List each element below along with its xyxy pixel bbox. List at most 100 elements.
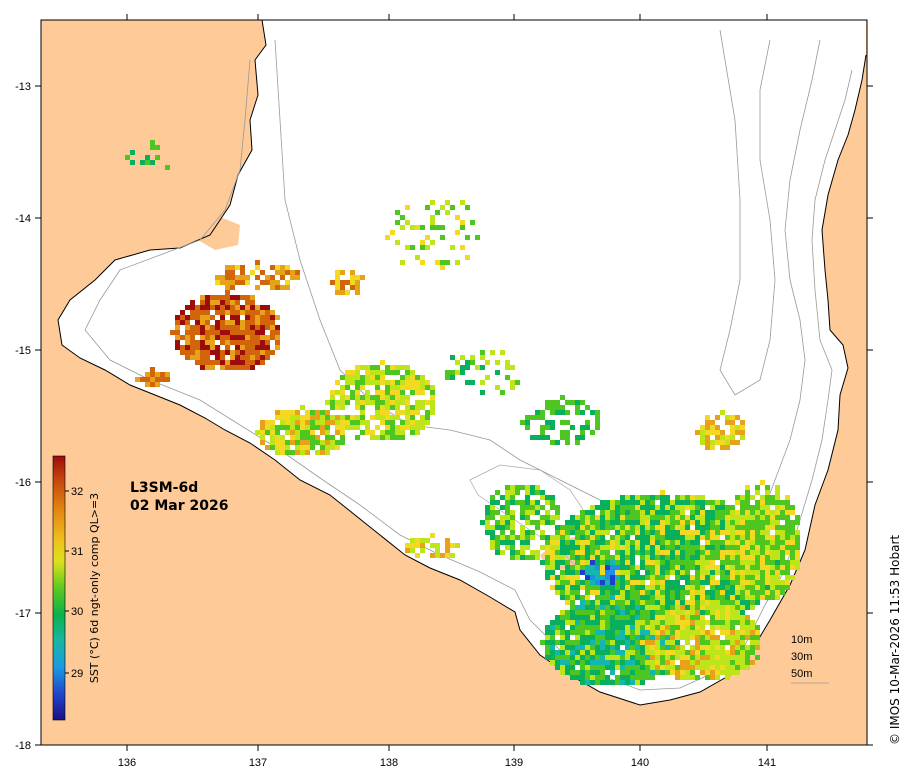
sst-pixel bbox=[585, 515, 590, 520]
sst-pixel bbox=[615, 680, 620, 685]
sst-pixel bbox=[365, 395, 370, 400]
sst-pixel bbox=[540, 435, 545, 440]
sst-pixel bbox=[625, 600, 630, 605]
sst-pixel bbox=[650, 575, 655, 580]
sst-pixel bbox=[685, 670, 690, 675]
sst-pixel bbox=[245, 350, 250, 355]
sst-pixel bbox=[595, 550, 600, 555]
land-west bbox=[41, 20, 867, 745]
sst-pixel bbox=[710, 565, 715, 570]
sst-pixel bbox=[730, 630, 735, 635]
sst-pixel bbox=[665, 535, 670, 540]
sst-pixel bbox=[390, 420, 395, 425]
sst-pixel bbox=[625, 605, 630, 610]
sst-pixel bbox=[620, 510, 625, 515]
sst-pixel bbox=[765, 550, 770, 555]
sst-pixel bbox=[360, 380, 365, 385]
sst-pixel bbox=[220, 355, 225, 360]
sst-pixel bbox=[640, 590, 645, 595]
sst-pixel bbox=[335, 275, 340, 280]
sst-pixel bbox=[715, 605, 720, 610]
sst-pixel bbox=[215, 275, 220, 280]
sst-pixel bbox=[620, 680, 625, 685]
sst-pixel bbox=[640, 625, 645, 630]
sst-pixel bbox=[410, 415, 415, 420]
sst-pixel bbox=[255, 265, 260, 270]
sst-pixel bbox=[275, 415, 280, 420]
sst-pixel bbox=[755, 570, 760, 575]
sst-pixel bbox=[580, 520, 585, 525]
sst-pixel bbox=[630, 570, 635, 575]
sst-pixel bbox=[655, 560, 660, 565]
sst-pixel bbox=[625, 565, 630, 570]
sst-pixel bbox=[605, 505, 610, 510]
sst-pixel bbox=[580, 600, 585, 605]
sst-pixel bbox=[780, 500, 785, 505]
sst-pixel bbox=[345, 370, 350, 375]
sst-pixel bbox=[605, 595, 610, 600]
sst-pixel bbox=[640, 640, 645, 645]
sst-pixel bbox=[635, 565, 640, 570]
sst-pixel bbox=[560, 540, 565, 545]
sst-pixel bbox=[660, 560, 665, 565]
sst-pixel bbox=[580, 570, 585, 575]
sst-pixel bbox=[345, 290, 350, 295]
sst-pixel bbox=[735, 570, 740, 575]
sst-pixel bbox=[605, 655, 610, 660]
sst-pixel bbox=[260, 350, 265, 355]
sst-pixel bbox=[530, 490, 535, 495]
sst-pixel bbox=[690, 665, 695, 670]
sst-pixel bbox=[610, 630, 615, 635]
sst-pixel bbox=[720, 655, 725, 660]
sst-pixel bbox=[620, 550, 625, 555]
sst-pixel bbox=[710, 520, 715, 525]
sst-pixel bbox=[595, 580, 600, 585]
sst-pixel bbox=[610, 680, 615, 685]
sst-pixel bbox=[380, 380, 385, 385]
sst-pixel bbox=[715, 440, 720, 445]
sst-pixel bbox=[620, 635, 625, 640]
sst-pixel bbox=[340, 440, 345, 445]
sst-pixel bbox=[740, 425, 745, 430]
sst-pixel bbox=[725, 505, 730, 510]
sst-pixel bbox=[745, 575, 750, 580]
sst-pixel bbox=[630, 655, 635, 660]
sst-pixel bbox=[560, 620, 565, 625]
sst-pixel bbox=[785, 545, 790, 550]
sst-pixel bbox=[660, 545, 665, 550]
sst-pixel bbox=[675, 625, 680, 630]
sst-pixel bbox=[770, 545, 775, 550]
sst-pixel bbox=[400, 410, 405, 415]
sst-pixel bbox=[295, 430, 300, 435]
sst-pixel bbox=[685, 515, 690, 520]
sst-pixel bbox=[655, 515, 660, 520]
sst-pixel bbox=[430, 390, 435, 395]
sst-pixel bbox=[290, 425, 295, 430]
sst-pixel bbox=[675, 555, 680, 560]
sst-pixel bbox=[625, 500, 630, 505]
sst-pixel bbox=[355, 420, 360, 425]
sst-pixel bbox=[275, 410, 280, 415]
sst-pixel bbox=[630, 615, 635, 620]
sst-pixel bbox=[580, 510, 585, 515]
sst-pixel bbox=[175, 325, 180, 330]
sst-pixel bbox=[355, 275, 360, 280]
sst-pixel bbox=[630, 630, 635, 635]
depth-legend-10m: 10m bbox=[791, 634, 812, 646]
sst-pixel bbox=[265, 335, 270, 340]
sst-pixel bbox=[595, 575, 600, 580]
sst-pixel bbox=[570, 630, 575, 635]
sst-pixel bbox=[715, 600, 720, 605]
sst-pixel bbox=[700, 625, 705, 630]
sst-pixel bbox=[715, 635, 720, 640]
sst-pixel bbox=[550, 660, 555, 665]
sst-pixel bbox=[625, 645, 630, 650]
sst-pixel bbox=[710, 635, 715, 640]
sst-pixel bbox=[575, 640, 580, 645]
sst-pixel bbox=[635, 640, 640, 645]
sst-pixel bbox=[185, 315, 190, 320]
sst-pixel bbox=[430, 533, 435, 538]
sst-pixel bbox=[700, 520, 705, 525]
sst-pixel bbox=[605, 640, 610, 645]
sst-pixel bbox=[615, 615, 620, 620]
